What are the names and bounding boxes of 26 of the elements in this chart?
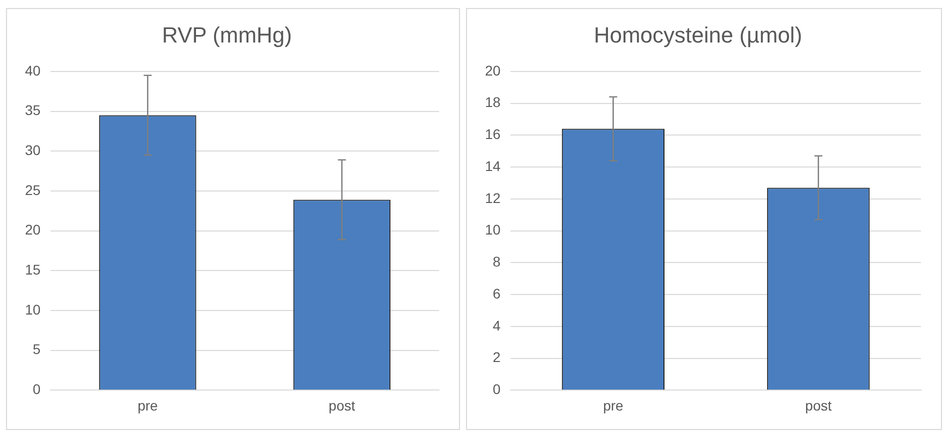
y-tick-label: 6 [492, 285, 501, 302]
y-tick-label: 4 [492, 317, 501, 334]
y-tick-label: 2 [492, 349, 501, 366]
y-tick-label: 16 [484, 126, 501, 142]
y-tick-label: 5 [32, 341, 41, 358]
y-tick-label: 20 [24, 222, 41, 238]
chart-title: Homocysteine (µmol) [594, 22, 802, 48]
y-tick-label: 14 [484, 158, 501, 174]
x-tick-label: post [328, 397, 356, 414]
x-tick-label: pre [138, 397, 158, 414]
y-tick-label: 0 [32, 381, 41, 398]
y-tick-label: 18 [484, 94, 501, 110]
x-tick-label: pre [603, 397, 624, 414]
y-tick-label: 20 [484, 62, 501, 78]
y-tick-label: 15 [24, 262, 41, 278]
y-tick-label: 12 [484, 190, 501, 206]
y-tick-label: 30 [24, 142, 41, 158]
y-tick-label: 8 [492, 254, 501, 270]
y-tick-label: 0 [492, 381, 501, 398]
y-tick-label: 10 [484, 222, 501, 238]
chart-title: RVP (mmHg) [162, 22, 292, 48]
x-tick-label: post [805, 397, 832, 414]
y-tick-label: 25 [24, 182, 41, 198]
y-tick-label: 40 [24, 62, 41, 78]
y-tick-label: 35 [24, 102, 41, 118]
y-tick-label: 10 [24, 301, 41, 318]
